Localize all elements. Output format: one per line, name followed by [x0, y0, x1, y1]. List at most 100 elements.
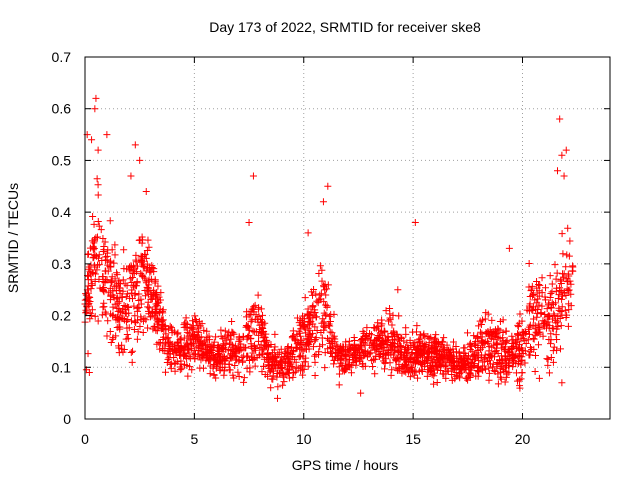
data-point: [86, 267, 94, 275]
data-point: [142, 316, 150, 324]
data-point: [374, 323, 382, 331]
data-point: [485, 376, 493, 384]
data-point: [119, 276, 127, 284]
data-point: [509, 363, 517, 371]
data-point: [184, 372, 192, 380]
data-point: [300, 358, 308, 366]
data-point: [554, 167, 561, 175]
data-point: [313, 297, 321, 305]
data-point: [363, 332, 371, 340]
data-point: [123, 265, 131, 273]
data-point: [363, 324, 371, 332]
data-point: [151, 276, 159, 284]
data-point: [426, 362, 434, 370]
data-point: [549, 347, 557, 355]
data-point: [552, 287, 560, 295]
data-point: [542, 296, 550, 304]
data-point: [309, 302, 317, 310]
data-point: [485, 364, 493, 372]
data-point: [129, 347, 137, 355]
data-point: [423, 372, 431, 380]
data-point: [409, 328, 417, 336]
data-point: [519, 331, 527, 339]
data-point: [468, 347, 476, 355]
data-point: [531, 351, 539, 359]
data-point: [535, 320, 543, 328]
data-point: [369, 363, 377, 371]
data-point: [484, 339, 492, 347]
data-point: [156, 345, 164, 353]
data-point: [267, 384, 275, 392]
data-point: [347, 350, 355, 358]
data-point: [95, 261, 103, 269]
data-point: [485, 369, 493, 377]
data-point: [479, 358, 487, 366]
data-point: [547, 340, 555, 348]
data-point: [499, 334, 507, 342]
data-point: [98, 311, 106, 319]
data-point: [370, 324, 378, 332]
data-point: [113, 269, 121, 277]
data-point: [427, 366, 435, 374]
data-point: [549, 358, 557, 366]
data-point: [534, 295, 542, 303]
data-point: [94, 191, 102, 199]
data-point: [177, 360, 185, 368]
data-point: [502, 373, 510, 381]
data-point: [89, 254, 97, 262]
data-point: [148, 262, 156, 270]
data-point: [171, 367, 179, 375]
data-point: [547, 353, 555, 361]
data-point: [90, 244, 98, 252]
data-point: [393, 331, 401, 339]
data-point: [528, 282, 536, 290]
data-point: [309, 291, 317, 299]
data-point: [278, 364, 286, 372]
data-point: [96, 284, 104, 292]
data-point: [215, 346, 223, 354]
x-tick-label: 5: [190, 431, 198, 447]
data-point: [339, 352, 347, 360]
data-point: [318, 266, 326, 274]
data-point: [162, 330, 170, 338]
data-point: [296, 332, 304, 340]
data-point: [249, 327, 257, 335]
data-point: [428, 342, 436, 350]
data-point: [321, 286, 329, 294]
data-point: [413, 322, 421, 330]
data-point: [255, 331, 263, 339]
data-point: [92, 94, 100, 102]
data-point: [131, 312, 139, 320]
data-point: [166, 344, 174, 352]
data-point: [181, 361, 189, 369]
data-point: [241, 344, 249, 352]
data-point: [556, 115, 564, 123]
data-point: [107, 291, 115, 299]
data-point: [144, 324, 152, 332]
data-point: [418, 368, 426, 376]
data-point: [403, 339, 411, 347]
data-point: [397, 333, 405, 341]
data-point: [529, 291, 537, 299]
data-point: [316, 291, 324, 299]
data-point: [501, 347, 509, 355]
data-point: [501, 339, 509, 347]
y-tick-label: 0.7: [52, 49, 72, 65]
data-point: [542, 284, 550, 292]
data-point: [221, 360, 229, 368]
data-point: [107, 338, 115, 346]
data-point: [562, 146, 570, 154]
data-point: [333, 341, 341, 349]
data-point: [95, 222, 103, 230]
data-point: [549, 324, 557, 332]
data-point: [452, 342, 460, 350]
data-point: [476, 317, 484, 325]
data-point: [472, 338, 480, 346]
data-point: [488, 363, 496, 371]
data-point: [164, 340, 172, 348]
data-point: [271, 330, 279, 338]
data-point: [376, 333, 384, 341]
data-point: [428, 355, 436, 363]
data-point: [102, 276, 110, 284]
data-point: [406, 373, 414, 381]
